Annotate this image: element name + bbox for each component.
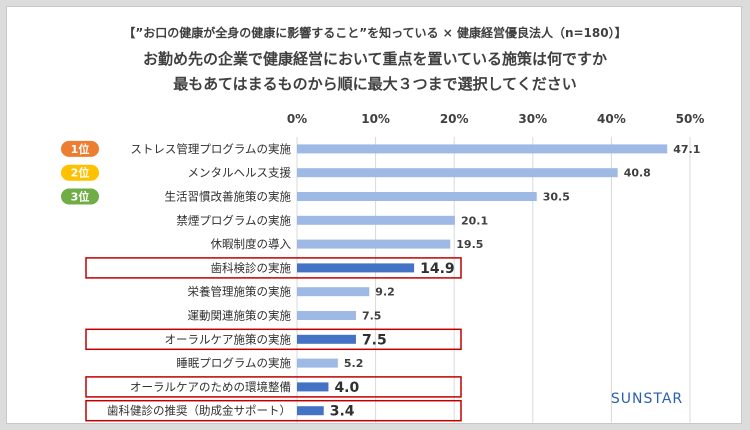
x-tick-label: 50% <box>676 112 705 126</box>
category-label: 歯科検診の実施 <box>211 261 292 275</box>
rank-badges: 1位 2位 3位 <box>61 140 99 205</box>
x-tick-label: 0% <box>287 112 307 126</box>
title-line-2: お勤め先の企業で健康経営において重点を置いている施策は何ですか <box>143 50 607 68</box>
x-tick-label: 30% <box>518 112 547 126</box>
category-label: ストレス管理プログラムの実施 <box>130 142 291 156</box>
highlight-box <box>85 257 462 279</box>
bars <box>297 144 668 416</box>
x-axis-ticks: 0% 10% 20% 30% 40% 50% <box>287 112 705 126</box>
value-label: 20.1 <box>461 214 488 227</box>
chart-title: 【”お口の健康が全身の健康に影響すること”を知っている × 健康経営優良法人（n… <box>123 25 626 93</box>
bar <box>297 239 451 249</box>
value-label: 30.5 <box>543 191 570 204</box>
bar <box>297 334 356 344</box>
rank-label: 3位 <box>71 190 90 204</box>
highlight-boxes <box>85 257 462 422</box>
category-labels: ストレス管理プログラムの実施メンタルヘルス支援生活習慣改善施策の実施禁煙プログラ… <box>107 142 291 418</box>
bar <box>297 382 329 392</box>
bar <box>297 144 668 154</box>
category-label: 運動関連施策の実施 <box>188 309 292 323</box>
x-tick-label: 40% <box>597 112 626 126</box>
bar <box>297 215 455 225</box>
value-label: 7.5 <box>362 310 382 323</box>
bar <box>297 358 338 368</box>
value-label: 9.2 <box>375 286 395 299</box>
value-labels: 47.1 40.8 30.5 20.1 19.514.9 9.2 7.5 7.5 5.2 4.0 3… <box>330 143 701 420</box>
value-label: 3.4 <box>330 404 355 420</box>
category-label: 休暇制度の導入 <box>211 237 292 251</box>
bar <box>297 287 370 297</box>
rank-label: 1位 <box>71 142 90 156</box>
category-label: 睡眠プログラムの実施 <box>176 356 291 370</box>
category-label: オーラルケアのための環境整備 <box>130 380 291 394</box>
value-label: 4.0 <box>334 380 359 396</box>
highlight-box <box>85 399 462 422</box>
category-label: オーラルケア施策の実施 <box>165 332 292 346</box>
chart-frame: 【”お口の健康が全身の健康に影響すること”を知っている × 健康経営優良法人（n… <box>6 6 742 424</box>
value-label: 14.9 <box>420 261 455 277</box>
value-label: 5.2 <box>344 357 364 370</box>
rank-label: 2位 <box>71 166 90 180</box>
bar <box>297 192 537 201</box>
value-label: 19.5 <box>456 238 483 251</box>
value-label: 47.1 <box>673 143 700 156</box>
value-label: 40.8 <box>624 167 651 180</box>
title-line-1: 【”お口の健康が全身の健康に影響すること”を知っている × 健康経営優良法人（n… <box>123 25 626 40</box>
sunstar-logo: SUNSTAR <box>611 391 683 407</box>
rank-badge <box>61 164 99 181</box>
category-label: メンタルヘルス支援 <box>188 166 292 180</box>
bar <box>297 263 415 273</box>
title-line-3: 最もあてはまるものから順に最大３つまで選択してください <box>173 75 577 93</box>
x-tick-label: 10% <box>361 112 390 126</box>
category-label: 禁煙プログラムの実施 <box>176 213 291 227</box>
x-tick-label: 20% <box>440 112 469 126</box>
category-label: 生活習慣改善施策の実施 <box>165 190 292 204</box>
bar <box>297 168 618 178</box>
category-label: 栄養管理施策の実施 <box>188 285 292 299</box>
value-label: 7.5 <box>362 332 387 348</box>
bar <box>297 406 324 416</box>
highlight-box <box>85 376 462 398</box>
bar <box>297 311 356 320</box>
bar-chart: 【”お口の健康が全身の健康に影響すること”を知っている × 健康経営優良法人（n… <box>61 25 705 423</box>
rank-badge <box>61 188 99 205</box>
rank-badge <box>61 140 99 157</box>
gridlines <box>296 137 691 423</box>
category-label: 歯科健診の推奨（助成金サポート） <box>107 404 291 418</box>
highlight-box <box>85 328 462 351</box>
